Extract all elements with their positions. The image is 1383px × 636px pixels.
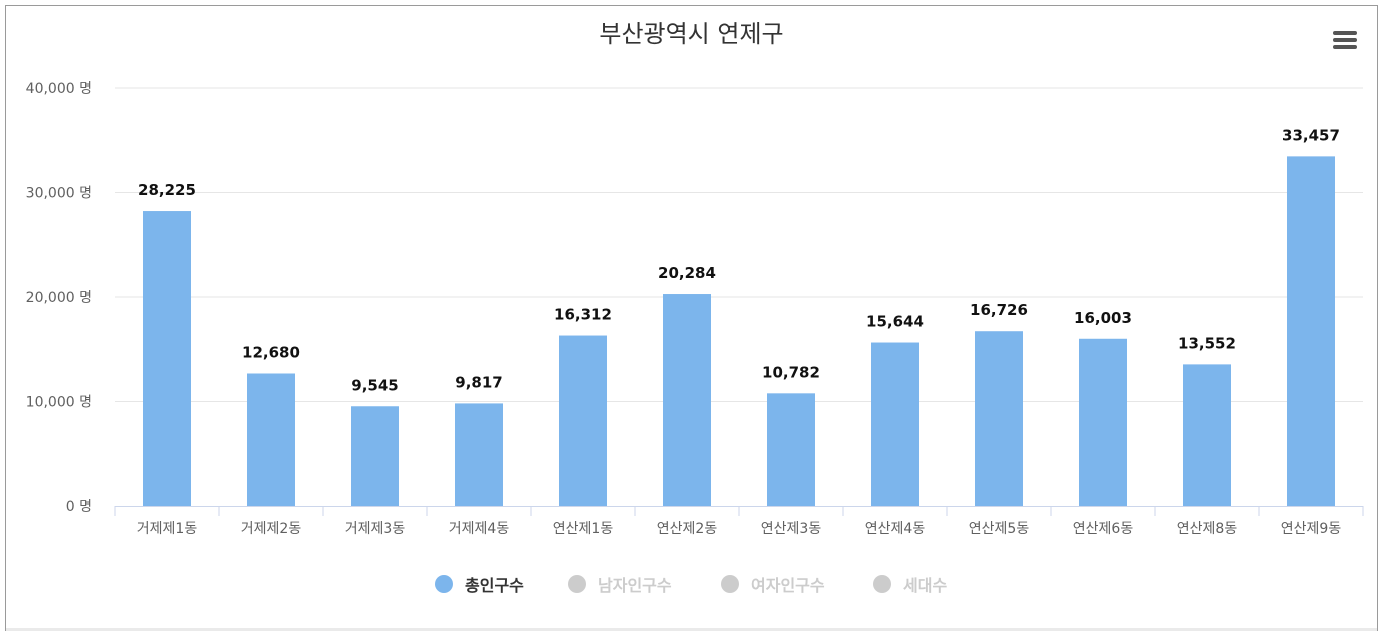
chart-legend: 총인구수 남자인구수 여자인구수 세대수 (0, 568, 1383, 598)
legend-label: 총인구수 (465, 576, 524, 595)
bar (767, 393, 815, 506)
data-label: 16,726 (970, 301, 1028, 319)
legend-label: 남자인구수 (598, 576, 672, 595)
hamburger-menu-icon (1333, 31, 1357, 35)
y-tick-label: 40,000 명 (26, 81, 92, 97)
data-label: 20,284 (658, 264, 716, 282)
x-category-label: 거제제2동 (241, 521, 302, 537)
x-category-label: 연산제1동 (553, 521, 614, 537)
x-category-label: 연산제5동 (969, 521, 1030, 537)
hamburger-menu-icon-bar (1333, 45, 1357, 49)
bar (871, 342, 919, 506)
data-label: 9,817 (455, 373, 502, 391)
x-category-label: 거제제4동 (449, 521, 510, 537)
hamburger-menu-icon-bar (1333, 38, 1357, 42)
x-category-label: 연산제4동 (865, 521, 926, 537)
data-label: 28,225 (138, 181, 196, 199)
bar (559, 335, 607, 506)
y-tick-label: 20,000 명 (26, 290, 92, 306)
data-label: 13,552 (1178, 334, 1236, 352)
legend-marker-icon (435, 575, 453, 593)
data-label: 12,680 (242, 343, 300, 361)
x-category-label: 연산제9동 (1281, 521, 1342, 537)
data-label: 10,782 (762, 363, 820, 381)
bar (455, 403, 503, 506)
chart-title: 부산광역시 연제구 (599, 20, 784, 48)
legend-marker-icon (568, 575, 586, 593)
x-category-label: 연산제3동 (761, 521, 822, 537)
bar (975, 331, 1023, 506)
bar (1079, 338, 1127, 506)
y-tick-label: 0 명 (66, 499, 92, 515)
x-category-label: 연산제2동 (657, 521, 718, 537)
bar (143, 211, 191, 506)
legend-item[interactable]: 총인구수 (435, 572, 524, 596)
y-tick-label: 10,000 명 (26, 395, 92, 411)
x-category-label: 거제제3동 (345, 521, 406, 537)
x-category-label: 연산제6동 (1073, 521, 1134, 537)
bar (1287, 156, 1335, 507)
y-tick-label: 30,000 명 (26, 186, 92, 202)
legend-item[interactable]: 남자인구수 (568, 572, 672, 596)
x-category-label: 거제제1동 (137, 521, 198, 537)
data-label: 16,003 (1074, 309, 1132, 327)
bottom-divider (6, 628, 1377, 631)
chart-plot-area: 0 명 10,000 명 20,000 명 30,000 명 40,000 명 28,22… (26, 81, 1364, 537)
legend-marker-icon (873, 575, 891, 593)
legend-label: 세대수 (903, 576, 948, 595)
data-label: 16,312 (554, 306, 612, 324)
legend-item[interactable]: 여자인구수 (721, 572, 825, 596)
bar (663, 294, 711, 506)
legend-label: 여자인구수 (751, 576, 825, 595)
x-category-label: 연산제8동 (1177, 521, 1238, 537)
data-label: 15,644 (866, 313, 924, 331)
data-label: 9,545 (351, 376, 398, 394)
bar (1183, 364, 1231, 506)
legend-item[interactable]: 세대수 (873, 572, 947, 596)
data-label: 33,457 (1282, 126, 1340, 144)
chart-menu-button[interactable] (1330, 28, 1360, 52)
bar (351, 406, 399, 506)
legend-marker-icon (721, 575, 739, 593)
bar (247, 373, 295, 506)
